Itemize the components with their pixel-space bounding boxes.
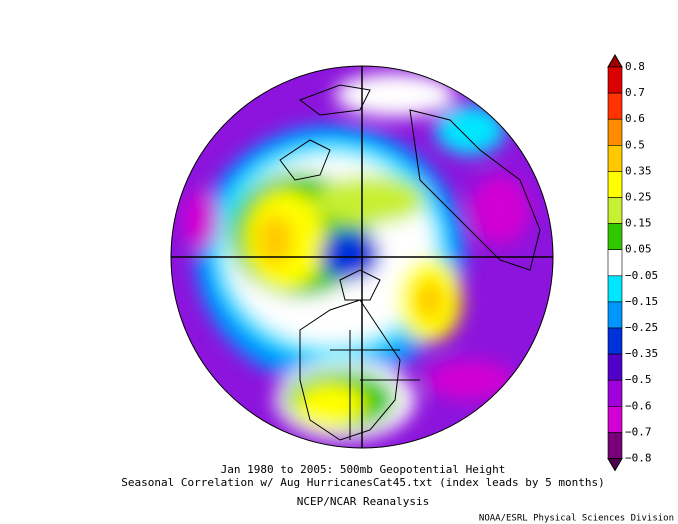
colorbar-label: −0.15: [625, 295, 658, 308]
colorbar-label: 0.25: [625, 191, 652, 204]
colorbar-label: −0.35: [625, 347, 658, 360]
colorbar-box: [607, 66, 623, 94]
colorbar-box: [607, 301, 623, 329]
colorbar-label: −0.25: [625, 321, 658, 334]
colorbar-arrow: [607, 458, 623, 472]
colorbar-label: 0.05: [625, 243, 652, 256]
correlation-field: [171, 66, 553, 448]
colorbar-box: [607, 145, 623, 172]
credit: NOAA/ESRL Physical Sciences Division: [479, 514, 674, 524]
colorbar-label: 0.7: [625, 86, 645, 99]
colorbar-box: [607, 379, 623, 407]
colorbar-label: 0.8: [625, 60, 645, 73]
colorbar-box: [607, 249, 623, 277]
colorbar-label: 0.6: [625, 112, 645, 125]
colorbar-label: 0.15: [625, 217, 652, 230]
colorbar-label: −0.6: [625, 399, 652, 412]
colorbar-label: 0.35: [625, 164, 652, 177]
colorbar-label: −0.5: [625, 373, 652, 386]
colorbar-box: [607, 197, 623, 224]
colorbar-box: [607, 92, 623, 120]
colorbar-box: [607, 275, 623, 303]
source: NCEP/NCAR Reanalysis: [297, 495, 429, 508]
colorbar-label: 0.5: [625, 138, 645, 151]
title-line: Seasonal Correlation w/ Aug HurricanesCa…: [121, 476, 604, 489]
title-line: Jan 1980 to 2005: 500mb Geopotential Hei…: [221, 463, 506, 476]
colorbar: 0.8 0.7 0.6 0.5 0.35 0.25 0.15 0.05 −0.05 −0.15 −0…: [607, 54, 658, 472]
colorbar-box: [607, 223, 623, 251]
colorbar-box: [607, 432, 623, 459]
colorbar-box: [607, 405, 623, 433]
colorbar-arrow: [607, 54, 623, 68]
colorbar-label: −0.7: [625, 425, 652, 438]
colorbar-box: [607, 327, 623, 355]
colorbar-box: [607, 171, 623, 198]
colorbar-box: [607, 353, 623, 381]
colorbar-box: [607, 118, 623, 146]
colorbar-label: −0.05: [625, 269, 658, 282]
colorbar-label: −0.8: [625, 452, 652, 465]
